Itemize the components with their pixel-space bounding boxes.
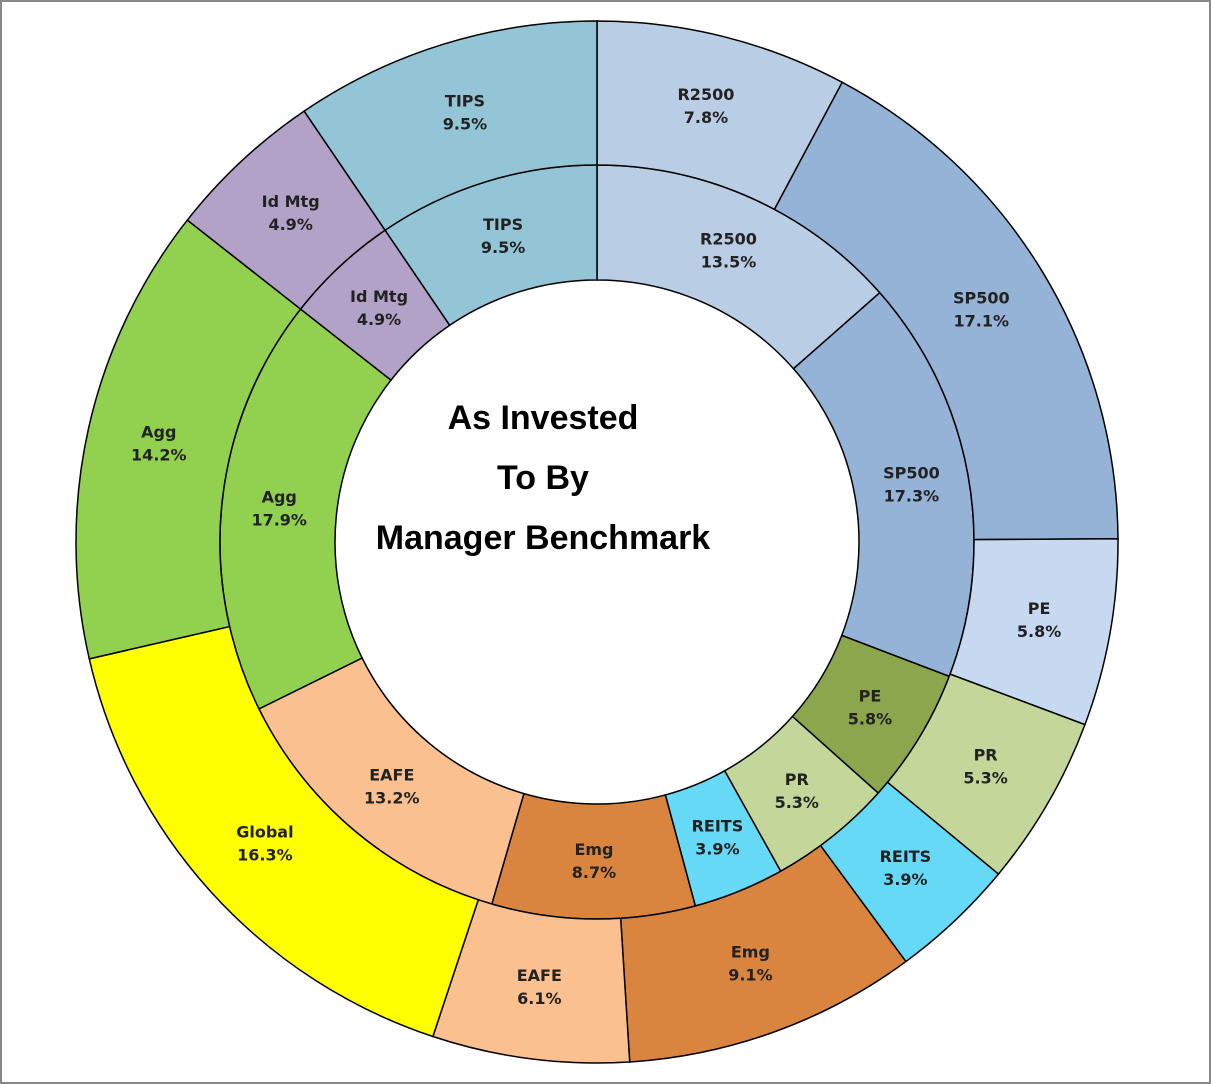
slice-label: SP500: [953, 288, 1010, 307]
slice-label: R2500: [700, 229, 757, 248]
chart-title: As Invested: [448, 399, 639, 437]
chart-title: To By: [497, 459, 589, 497]
slice-value-label: 5.8%: [848, 710, 892, 729]
slice-value-label: 13.5%: [701, 252, 757, 271]
slice-label: PE: [1028, 599, 1051, 618]
slice-value-label: 4.9%: [357, 310, 401, 329]
slice-value-label: 5.8%: [1017, 622, 1061, 641]
slice-label: Emg: [574, 840, 613, 859]
slice-label: Id Mtg: [262, 192, 320, 211]
chart-title: Manager Benchmark: [376, 519, 711, 557]
donut-slice: [303, 20, 598, 232]
slice-value-label: 17.1%: [954, 311, 1010, 330]
slice-value-label: 16.3%: [237, 846, 293, 865]
slice-label: Emg: [731, 942, 770, 961]
slice-value-label: 9.5%: [443, 114, 487, 133]
slice-label: R2500: [677, 85, 734, 104]
slice-value-label: 6.1%: [517, 989, 561, 1008]
slice-value-label: 3.9%: [695, 839, 739, 858]
slice-value-label: 7.8%: [684, 108, 728, 127]
slice-value-label: 9.1%: [728, 965, 772, 984]
slice-value-label: 3.9%: [883, 870, 927, 889]
slice-value-label: 5.3%: [963, 768, 1007, 787]
slice-label: TIPS: [483, 215, 523, 234]
slice-value-label: 17.9%: [251, 510, 307, 529]
slice-label: PE: [859, 687, 882, 706]
slice-value-label: 14.2%: [131, 446, 187, 465]
slice-label: SP500: [883, 464, 940, 483]
slice-label: PR: [785, 770, 809, 789]
slice-label: Agg: [262, 487, 297, 506]
slice-label: EAFE: [517, 966, 562, 985]
slice-label: Id Mtg: [350, 287, 408, 306]
slice-value-label: 5.3%: [775, 793, 819, 812]
slice-label: TIPS: [445, 91, 485, 110]
slice-label: REITS: [692, 816, 744, 835]
slice-label: REITS: [880, 847, 932, 866]
slice-value-label: 17.3%: [884, 487, 940, 506]
slice-label: Agg: [141, 423, 176, 442]
slice-label: EAFE: [369, 765, 414, 784]
slice-value-label: 9.5%: [481, 238, 525, 257]
slice-label: Global: [236, 823, 293, 842]
slice-value-label: 8.7%: [572, 863, 616, 882]
slice-value-label: 13.2%: [364, 788, 420, 807]
slice-value-label: 4.9%: [268, 215, 312, 234]
donut-slice: [88, 625, 480, 1038]
slice-label: PR: [974, 745, 998, 764]
